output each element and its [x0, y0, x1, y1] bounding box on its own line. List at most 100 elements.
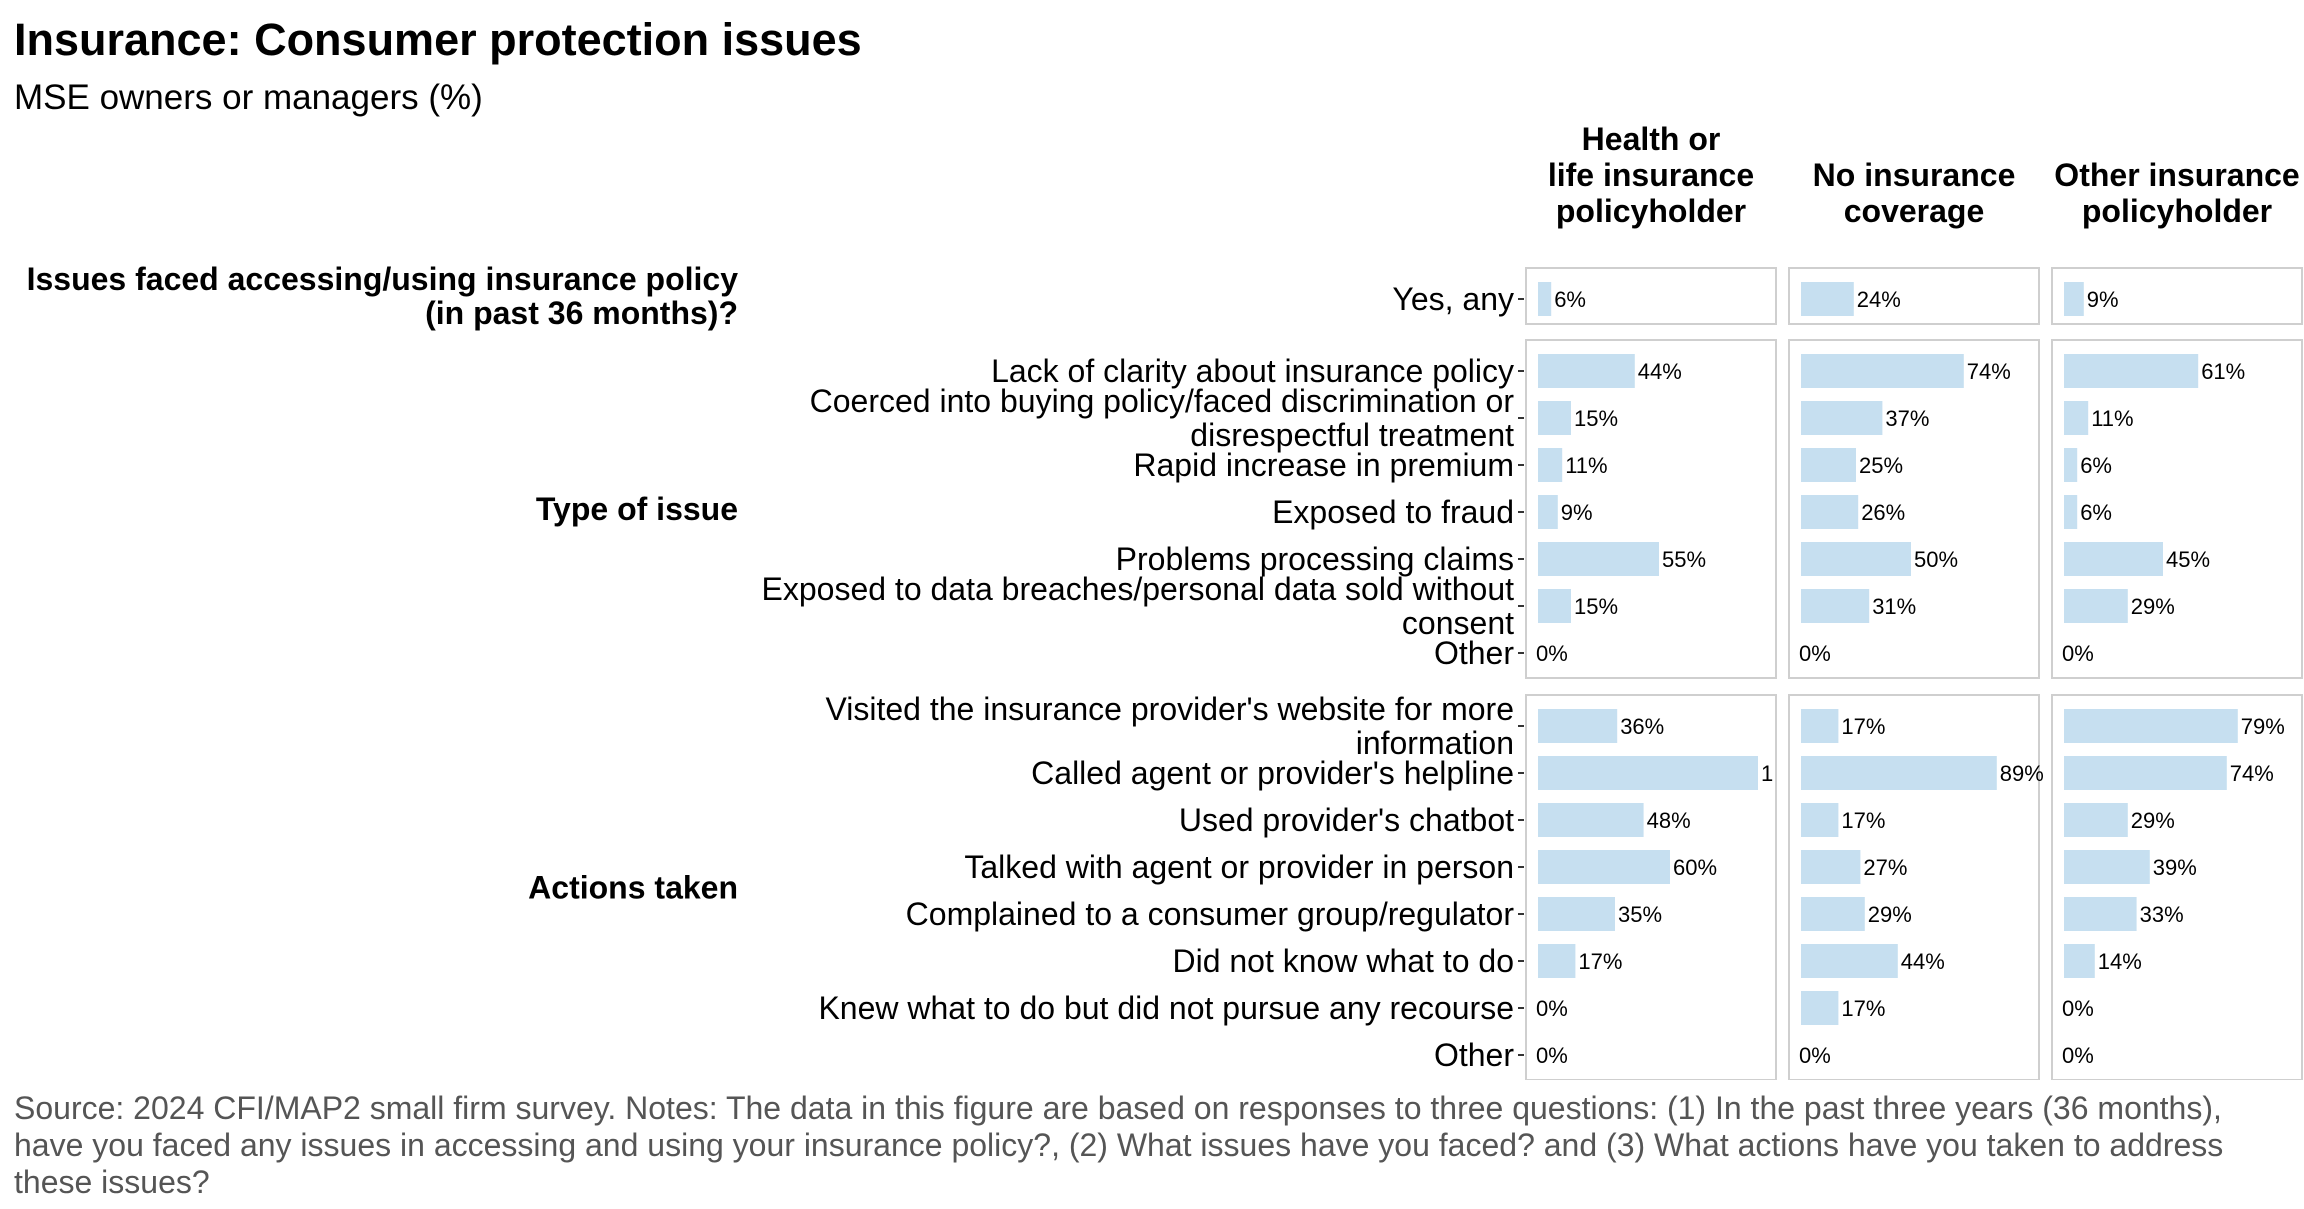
data-label: 6% — [2080, 500, 2112, 525]
data-label: 74% — [1967, 359, 2011, 384]
data-label: 29% — [2131, 808, 2175, 833]
group-label: Actions taken — [528, 870, 738, 906]
data-label: 37% — [1885, 406, 1929, 431]
data-label: 50% — [1914, 547, 1958, 572]
bar — [2064, 589, 2128, 623]
facet-panel — [1525, 694, 1777, 1080]
data-label: 24% — [1857, 287, 1901, 312]
bar — [2064, 354, 2199, 388]
data-label: 17% — [1578, 949, 1622, 974]
data-label: 14% — [2098, 949, 2142, 974]
row-label: Visited the insurance provider's website… — [825, 691, 1514, 761]
bar — [1801, 589, 1870, 623]
bar — [2064, 944, 2095, 978]
bar — [1538, 354, 1635, 388]
data-label: 74% — [2230, 761, 2274, 786]
row-label: Lack of clarity about insurance policy — [991, 353, 1514, 389]
row-label: Knew what to do but did not pursue any r… — [818, 990, 1514, 1026]
data-label: 0% — [2062, 996, 2094, 1021]
bar — [1801, 282, 1854, 316]
facet-panel — [2051, 339, 2303, 679]
facet-panel — [2051, 694, 2303, 1080]
bar — [2064, 709, 2238, 743]
chart-plot: Health or life insurance policyholder No in… — [27, 121, 2303, 1080]
row-label: Problems processing claims — [1116, 541, 1514, 577]
data-label: 15% — [1574, 406, 1618, 431]
data-label: 0% — [1536, 1043, 1568, 1068]
bar — [1538, 542, 1659, 576]
data-label: 0% — [1799, 1043, 1831, 1068]
facet-label: No insurance coverage — [1813, 157, 2016, 229]
facet-panel — [1525, 267, 1777, 325]
bar — [1538, 756, 1758, 790]
row-label: Exposed to fraud — [1272, 494, 1514, 530]
bar — [2064, 495, 2078, 529]
bar — [2064, 897, 2137, 931]
bar — [1801, 897, 1865, 931]
data-label: 6% — [2080, 453, 2112, 478]
bar — [1538, 589, 1571, 623]
data-label: 0% — [1536, 996, 1568, 1021]
bar — [1801, 991, 1839, 1025]
bar — [1538, 709, 1618, 743]
data-label: 25% — [1859, 453, 1903, 478]
row-label: Talked with agent or provider in person — [964, 849, 1514, 885]
bar — [1538, 897, 1615, 931]
data-label: 9% — [1561, 500, 1593, 525]
chart-subtitle: MSE owners or managers (%) — [14, 78, 483, 117]
bar — [1538, 401, 1571, 435]
bar — [2064, 803, 2128, 837]
data-label: 11% — [2091, 406, 2133, 431]
data-label: 55% — [1662, 547, 1706, 572]
data-label: 48% — [1647, 808, 1691, 833]
bar — [1538, 448, 1563, 482]
facet-panel — [1788, 339, 2040, 679]
facet-panel — [2051, 267, 2303, 325]
row-label: Complained to a consumer group/regulator — [906, 896, 1515, 932]
data-label: 0% — [2062, 641, 2094, 666]
row-label: Coerced into buying policy/faced discrim… — [810, 383, 1515, 453]
row-label: Exposed to data breaches/personal data s… — [762, 571, 1515, 641]
bar — [1538, 282, 1552, 316]
data-label: 11% — [1565, 453, 1607, 478]
data-label: 31% — [1872, 594, 1916, 619]
data-label: 0% — [2062, 1043, 2094, 1068]
bar — [1801, 709, 1839, 743]
data-label: 6% — [1554, 287, 1586, 312]
bar — [1538, 850, 1670, 884]
bar — [1801, 448, 1856, 482]
data-label: 45% — [2166, 547, 2210, 572]
bar — [1801, 542, 1911, 576]
data-label: 60% — [1673, 855, 1717, 880]
data-label: 89% — [2000, 761, 2044, 786]
row-label: Did not know what to do — [1172, 943, 1514, 979]
source-note: Source: 2024 CFI/MAP2 small firm survey.… — [14, 1090, 2224, 1200]
bar — [1801, 756, 1997, 790]
chart-title: Insurance: Consumer protection issues — [14, 14, 862, 65]
data-label: 33% — [2140, 902, 2184, 927]
data-label: 17% — [1841, 996, 1885, 1021]
facet-label: Health or life insurance policyholder — [1548, 121, 1754, 229]
data-label: 17% — [1841, 714, 1885, 739]
data-label: 35% — [1618, 902, 1662, 927]
data-label: 29% — [1868, 902, 1912, 927]
bar — [1538, 495, 1558, 529]
bar — [1801, 354, 1964, 388]
facet-panel — [1788, 694, 2040, 1080]
data-label: 44% — [1638, 359, 1682, 384]
data-label: 0% — [1536, 641, 1568, 666]
data-label: 36% — [1620, 714, 1664, 739]
data-label: 44% — [1901, 949, 1945, 974]
bar — [2064, 282, 2084, 316]
bar — [2064, 448, 2078, 482]
data-label: 39% — [2153, 855, 2197, 880]
bar — [1801, 850, 1861, 884]
group-label: Type of issue — [536, 491, 738, 527]
data-label: 15% — [1574, 594, 1618, 619]
data-label: 61% — [2201, 359, 2245, 384]
row-label: Rapid increase in premium — [1133, 447, 1514, 483]
row-label: Yes, any — [1392, 281, 1514, 317]
bar — [1801, 495, 1859, 529]
bar — [2064, 756, 2227, 790]
data-label: 0% — [1799, 641, 1831, 666]
